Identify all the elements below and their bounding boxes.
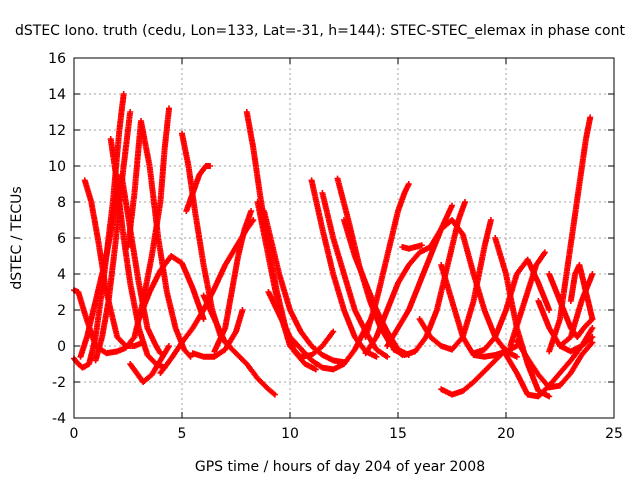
- data-series-42: [567, 262, 596, 322]
- y-tick-label: 6: [57, 231, 66, 247]
- data-point-markers: [362, 244, 434, 357]
- data-series-25: [362, 244, 434, 357]
- data-point-markers: [567, 262, 596, 322]
- y-tick-label: 10: [48, 159, 66, 175]
- data-series-27: [399, 242, 425, 252]
- data-series-24: [362, 181, 412, 340]
- x-tick-label: 0: [70, 426, 79, 442]
- data-point-markers: [261, 208, 347, 366]
- x-tick-label: 15: [389, 426, 407, 442]
- y-tick-label: 4: [57, 267, 66, 283]
- data-series-15: [211, 208, 255, 355]
- data-series-37: [513, 337, 596, 391]
- data-point-markers: [362, 181, 412, 340]
- data-point-markers: [107, 136, 168, 371]
- data-point-markers: [308, 177, 380, 360]
- y-tick-label: -2: [52, 375, 66, 391]
- x-tick-label: 5: [178, 426, 187, 442]
- data-point-markers: [546, 114, 594, 355]
- axis-ticks: 0 5 10 15 20 25 -4 -2 0 2 4 6 8 10 12 14 16: [48, 51, 623, 442]
- data-series-22: [341, 217, 412, 358]
- y-tick-label: 12: [48, 123, 66, 139]
- y-tick-label: 14: [48, 87, 66, 103]
- chart-title: dSTEC Iono. truth (cedu, Lon=133, Lat=-3…: [15, 23, 625, 39]
- y-tick-label: 16: [48, 51, 66, 67]
- data-point-markers: [416, 217, 494, 353]
- y-tick-label: 2: [57, 303, 66, 319]
- data-series-30: [416, 217, 494, 353]
- data-series-7: [125, 118, 194, 360]
- y-tick-label: 8: [57, 195, 66, 211]
- x-tick-label: 20: [497, 426, 515, 442]
- data-series-35: [507, 249, 548, 349]
- data-series-16: [243, 109, 319, 373]
- data-series-6: [107, 136, 168, 371]
- data-point-markers: [513, 337, 596, 391]
- data-point-markers: [438, 346, 509, 398]
- data-point-markers: [507, 249, 548, 349]
- data-point-markers: [211, 208, 255, 355]
- data-series-19: [308, 177, 380, 360]
- y-tick-label: 0: [57, 339, 66, 355]
- data-point-markers: [135, 253, 207, 322]
- data-point-markers: [399, 242, 425, 252]
- data-series-32: [438, 346, 509, 398]
- x-tick-label: 10: [281, 426, 299, 442]
- data-series-9: [135, 253, 207, 322]
- data-series-41: [546, 114, 594, 355]
- data-point-markers: [127, 343, 172, 385]
- data-series-12: [183, 163, 214, 214]
- data-point-markers: [125, 118, 194, 360]
- data-series-18: [261, 208, 347, 366]
- x-axis-label: GPS time / hours of day 204 of year 2008: [195, 459, 485, 475]
- data-point-markers: [183, 163, 214, 214]
- y-axis-label: dSTEC / TECUs: [9, 186, 25, 289]
- data-point-markers: [341, 217, 412, 358]
- data-point-markers: [243, 109, 319, 373]
- x-tick-label: 25: [605, 426, 623, 442]
- data-points: [71, 91, 596, 400]
- data-series-8: [127, 343, 172, 385]
- y-tick-label: -4: [52, 411, 66, 427]
